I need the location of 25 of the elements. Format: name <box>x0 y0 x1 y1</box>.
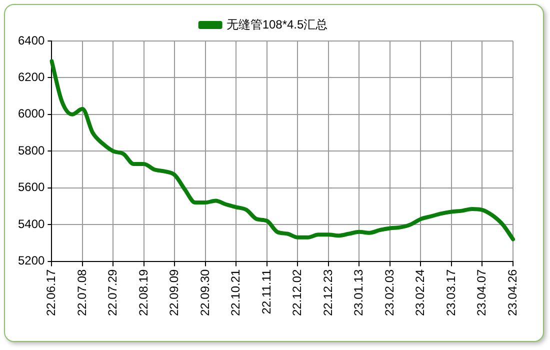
x-tick-label: 22.08.19 <box>136 268 150 316</box>
legend-label: 无缝管108*4.5汇总 <box>226 17 328 32</box>
x-tick-label: 23.02.03 <box>382 268 396 316</box>
x-tick-label: 23.04.07 <box>474 268 489 316</box>
x-tick-label: 22.12.02 <box>290 268 304 316</box>
y-tick-label: 5800 <box>18 143 46 158</box>
x-tick-label: 22.11.11 <box>259 268 274 314</box>
line-series <box>50 59 515 242</box>
y-tick-label: 5400 <box>18 216 46 231</box>
x-tick-label: 22.10.21 <box>228 268 243 316</box>
x-tick-label: 22.07.29 <box>106 268 120 316</box>
x-tick-label: 22.12.23 <box>320 268 335 316</box>
x-tick-label: 22.09.30 <box>198 268 212 316</box>
y-tick-label: 6200 <box>18 70 46 84</box>
x-tick-label: 22.09.09 <box>167 268 182 316</box>
y-tick-label: 5200 <box>18 254 46 268</box>
x-tick-label: 23.04.26 <box>505 268 520 316</box>
y-tick-label: 6400 <box>18 33 46 48</box>
y-tick-label: 6000 <box>18 106 46 121</box>
x-tick-label: 22.06.17 <box>44 268 58 316</box>
x-tick-label: 23.03.17 <box>444 268 458 316</box>
x-tick-label: 23.01.13 <box>352 268 366 316</box>
x-tick-label: 22.07.08 <box>74 268 89 316</box>
y-tick-label: 5600 <box>18 180 46 194</box>
x-tick-label: 23.02.24 <box>413 268 428 316</box>
